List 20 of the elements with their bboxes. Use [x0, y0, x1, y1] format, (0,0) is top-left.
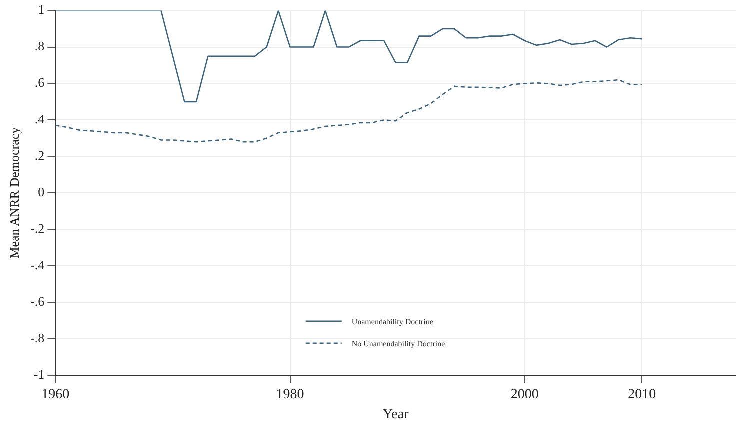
- y-tick-label: -.8: [30, 330, 45, 346]
- y-tick-label: .8: [34, 38, 45, 54]
- y-axis-title: Mean ANRR Democracy: [7, 126, 22, 259]
- y-tick-label: -.6: [30, 294, 46, 309]
- y-tick-label: .4: [34, 112, 46, 127]
- x-tick-label: 1980: [276, 387, 304, 402]
- y-tick-label: .6: [34, 75, 46, 90]
- line-series: [56, 79, 643, 143]
- x-axis-title: Year: [382, 407, 410, 422]
- y-tick-label: 0: [38, 184, 45, 200]
- y-tick-label: -1: [34, 366, 45, 382]
- y-tick-label: .2: [34, 148, 45, 164]
- legend-label: Unamendability Doctrine: [352, 317, 434, 326]
- x-tick-label: 2000: [510, 387, 539, 402]
- y-tick-label: -.2: [30, 220, 45, 236]
- y-tick-label: -.4: [30, 257, 46, 272]
- x-tick-label: 1960: [42, 387, 70, 402]
- y-tick-label: 1: [38, 2, 45, 18]
- legend-label: No Unamendability Doctrine: [352, 339, 446, 348]
- x-tick-label: 2010: [628, 387, 656, 402]
